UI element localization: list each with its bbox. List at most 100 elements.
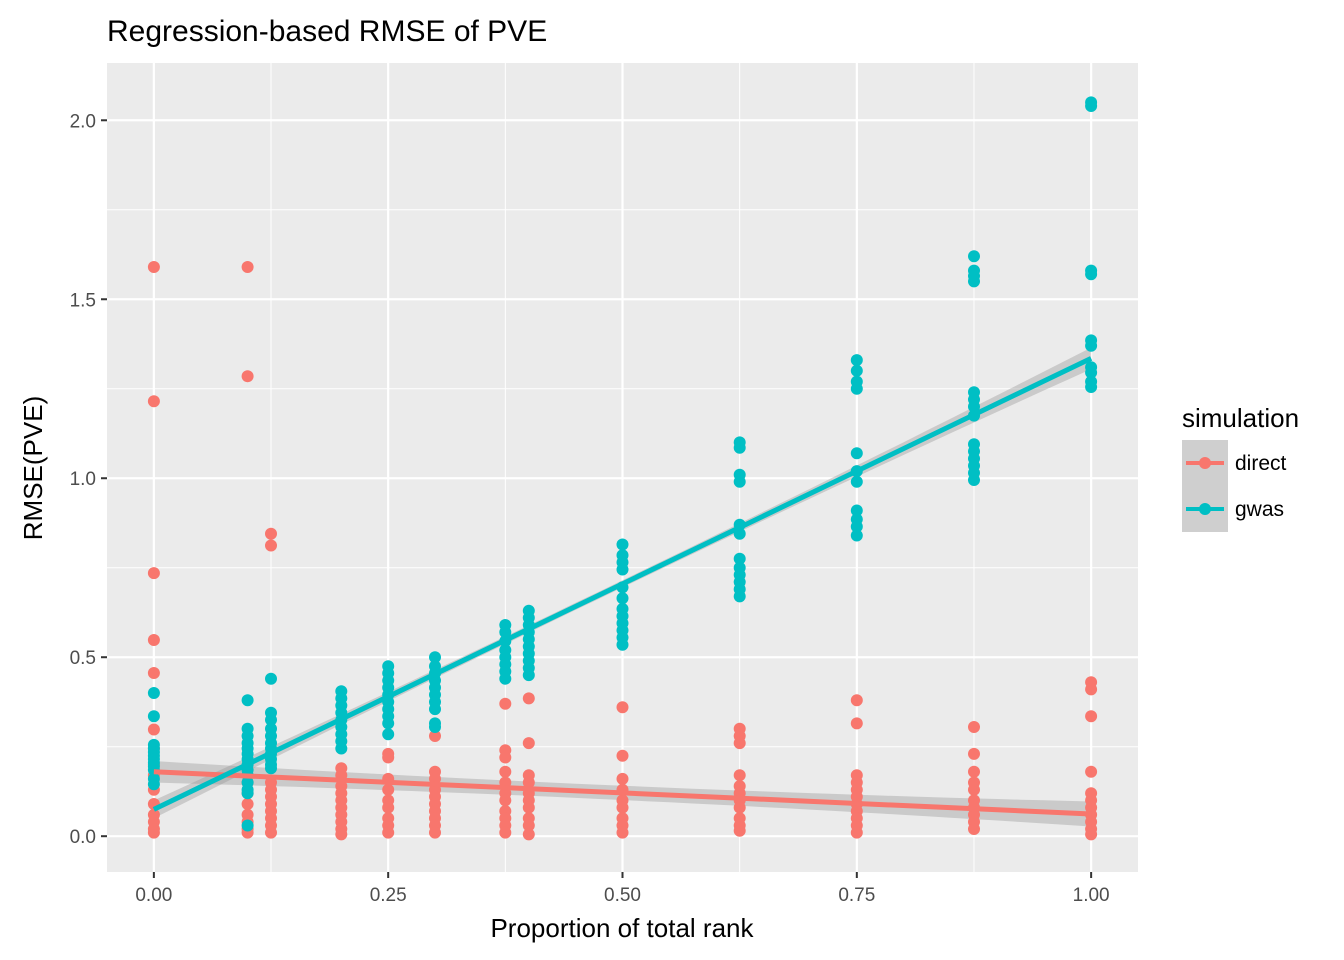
x-tick-label: 0.00	[135, 885, 172, 906]
point-gwas	[499, 672, 512, 685]
point-direct	[522, 692, 535, 705]
x-tick-label: 1.00	[1073, 885, 1110, 906]
point-gwas	[850, 364, 863, 377]
y-tick-label: 2.0	[70, 111, 96, 132]
point-direct	[147, 634, 160, 646]
point-direct	[147, 261, 160, 273]
chart-title: Regression-based RMSE of PVE	[107, 15, 547, 48]
point-direct	[1085, 828, 1098, 841]
point-gwas	[1085, 100, 1098, 112]
legend-label-gwas: gwas	[1235, 498, 1284, 521]
point-gwas	[265, 762, 277, 775]
data-points	[147, 96, 1098, 841]
point-gwas	[1085, 339, 1098, 352]
point-direct	[968, 721, 980, 733]
point-direct	[1085, 765, 1098, 778]
point-direct	[382, 751, 395, 764]
point-gwas	[733, 475, 746, 488]
point-gwas	[429, 703, 441, 716]
point-gwas	[1085, 366, 1098, 379]
point-direct	[499, 697, 512, 710]
y-tick-label: 0.5	[70, 648, 96, 669]
point-direct	[429, 826, 441, 839]
point-direct	[147, 826, 160, 839]
y-tick-label: 1.5	[70, 290, 96, 311]
point-direct	[850, 717, 863, 730]
point-direct	[147, 723, 160, 736]
point-direct	[147, 395, 160, 408]
y-tick-label: 1.0	[70, 469, 96, 490]
point-direct	[616, 701, 629, 714]
y-axis-label: RMSE(PVE)	[18, 396, 48, 540]
x-axis-label: Proportion of total rank	[490, 913, 754, 943]
point-direct	[147, 667, 160, 679]
point-direct	[733, 801, 746, 814]
point-direct	[733, 824, 746, 837]
point-direct	[499, 826, 512, 839]
point-direct	[616, 749, 629, 762]
point-direct	[522, 776, 535, 789]
point-gwas	[616, 563, 629, 576]
x-axis: 0.00 0.25 0.50 0.75 1.00	[135, 872, 1110, 906]
point-gwas	[616, 538, 629, 551]
point-gwas	[850, 504, 863, 517]
point-gwas	[241, 787, 254, 800]
point-direct	[968, 765, 980, 778]
point-direct	[382, 826, 395, 839]
point-direct	[382, 801, 395, 814]
legend: simulation direct gwas	[1182, 403, 1299, 532]
point-gwas	[1085, 381, 1098, 393]
point-direct	[429, 730, 441, 742]
point-gwas	[850, 529, 863, 542]
point-gwas	[968, 400, 980, 413]
legend-key-point-direct	[1199, 457, 1211, 469]
point-gwas	[382, 728, 395, 741]
point-direct	[522, 737, 535, 750]
point-gwas	[850, 354, 863, 367]
point-gwas	[850, 382, 863, 395]
point-gwas	[616, 592, 629, 605]
point-direct	[522, 828, 535, 841]
point-gwas	[429, 721, 441, 733]
point-direct	[499, 751, 512, 764]
point-direct	[1085, 710, 1098, 723]
point-gwas	[850, 447, 863, 460]
y-axis: 0.0 0.5 1.0 1.5 2.0	[70, 111, 107, 848]
legend-key-point-gwas	[1199, 503, 1211, 515]
point-direct	[335, 828, 348, 841]
point-direct	[265, 539, 277, 552]
point-gwas	[147, 778, 160, 791]
point-direct	[850, 826, 863, 839]
point-gwas	[265, 713, 277, 726]
point-gwas	[968, 275, 980, 288]
point-direct	[850, 694, 863, 707]
point-gwas	[522, 669, 535, 682]
point-direct	[241, 261, 254, 273]
point-direct	[147, 567, 160, 580]
point-direct	[382, 783, 395, 796]
point-gwas	[241, 819, 254, 832]
point-direct	[265, 527, 277, 540]
point-direct	[733, 769, 746, 782]
legend-label-direct: direct	[1235, 452, 1287, 475]
point-direct	[968, 747, 980, 760]
point-gwas	[968, 474, 980, 486]
point-direct	[1085, 683, 1098, 696]
point-direct	[499, 765, 512, 778]
point-direct	[522, 801, 535, 814]
point-gwas	[147, 687, 160, 699]
point-gwas	[147, 710, 160, 723]
point-gwas	[265, 672, 277, 685]
y-tick-label: 0.0	[70, 827, 96, 848]
point-gwas	[616, 638, 629, 651]
fit-line-gwas	[152, 356, 1093, 812]
x-tick-label: 0.25	[370, 885, 407, 906]
point-direct	[968, 823, 980, 835]
point-gwas	[1085, 268, 1098, 281]
point-gwas	[968, 250, 980, 263]
point-gwas	[382, 717, 395, 730]
point-direct	[616, 826, 629, 839]
point-direct	[265, 826, 277, 839]
point-direct	[616, 772, 629, 785]
point-gwas	[733, 552, 746, 565]
